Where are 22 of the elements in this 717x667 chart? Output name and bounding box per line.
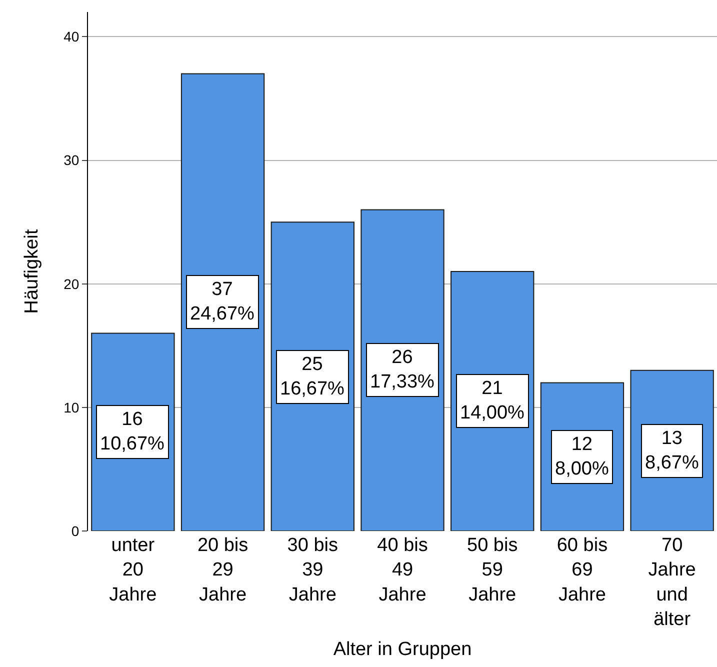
- y-tick-label: 20: [64, 276, 80, 292]
- bar: [180, 73, 265, 531]
- y-tick-label: 0: [71, 522, 80, 539]
- x-tick-label: 20 bis 29 Jahre: [197, 535, 248, 606]
- x-tick-label: 50 bis 59 Jahre: [467, 535, 518, 606]
- data-label: 21 14,00%: [460, 378, 525, 424]
- y-tick-label: 30: [64, 152, 80, 168]
- x-tick-label: 70 Jahre und älter: [648, 535, 696, 630]
- data-label: 16 10,67%: [100, 409, 165, 455]
- x-tick-label: unter 20 Jahre: [109, 535, 157, 606]
- y-tick-label: 10: [64, 399, 80, 416]
- x-tick-label: 30 bis 39 Jahre: [287, 535, 338, 606]
- y-axis-title: Häufigkeit: [21, 228, 42, 314]
- data-label: 26 17,33%: [370, 347, 435, 393]
- data-label: 37 24,67%: [190, 279, 255, 325]
- x-tick-label: 40 bis 49 Jahre: [377, 535, 428, 606]
- x-axis-title: Alter in Gruppen: [333, 638, 472, 660]
- data-label: 25 16,67%: [280, 354, 345, 400]
- data-label: 12 8,00%: [555, 434, 609, 480]
- x-tick-label: 60 bis 69 Jahre: [556, 535, 608, 606]
- y-tick-label: 40: [64, 28, 80, 45]
- data-label: 13 8,67%: [645, 428, 699, 474]
